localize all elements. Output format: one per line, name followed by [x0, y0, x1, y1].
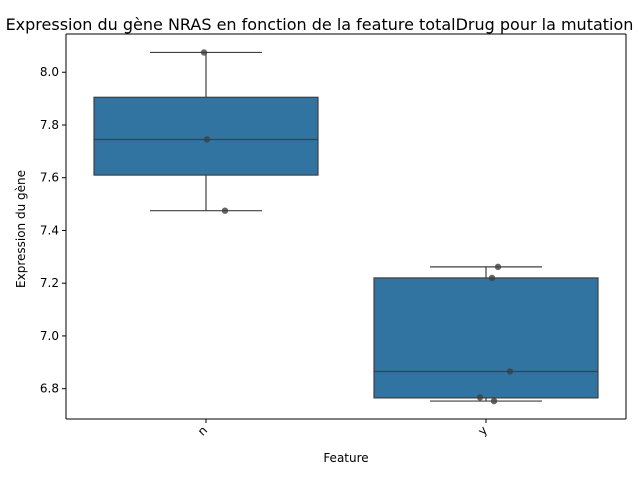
- plot-area: 6.8 7.0 7.2 7.4 7.6 7.8 8.0 n y: [40, 33, 627, 439]
- data-point: [200, 49, 208, 56]
- box-iqr: [373, 277, 599, 399]
- data-point: [221, 207, 229, 214]
- y-tick-label: 7.2: [40, 276, 59, 290]
- box-y: [373, 266, 599, 402]
- data-point: [488, 274, 496, 282]
- y-tick-label: 8.0: [40, 65, 59, 79]
- x-tick-label: n: [195, 423, 210, 438]
- y-axis-label: Expression du gène: [14, 170, 28, 288]
- x-tick-label: y: [475, 423, 490, 438]
- x-axis-label: Feature: [323, 451, 368, 465]
- y-tick-label: 7.4: [40, 223, 59, 237]
- box-iqr: [93, 96, 319, 176]
- data-point: [490, 397, 498, 405]
- y-tick-label: 6.8: [40, 382, 59, 396]
- y-tick-label: 7.0: [40, 329, 59, 343]
- data-point: [203, 136, 211, 143]
- chart-title: Expression du gène NRAS en fonction de l…: [6, 15, 634, 34]
- box-n: [93, 51, 319, 212]
- data-point: [494, 263, 502, 271]
- data-point: [476, 394, 484, 401]
- data-point: [506, 368, 514, 375]
- y-tick-label: 7.8: [40, 118, 59, 132]
- y-tick-label: 7.6: [40, 171, 59, 185]
